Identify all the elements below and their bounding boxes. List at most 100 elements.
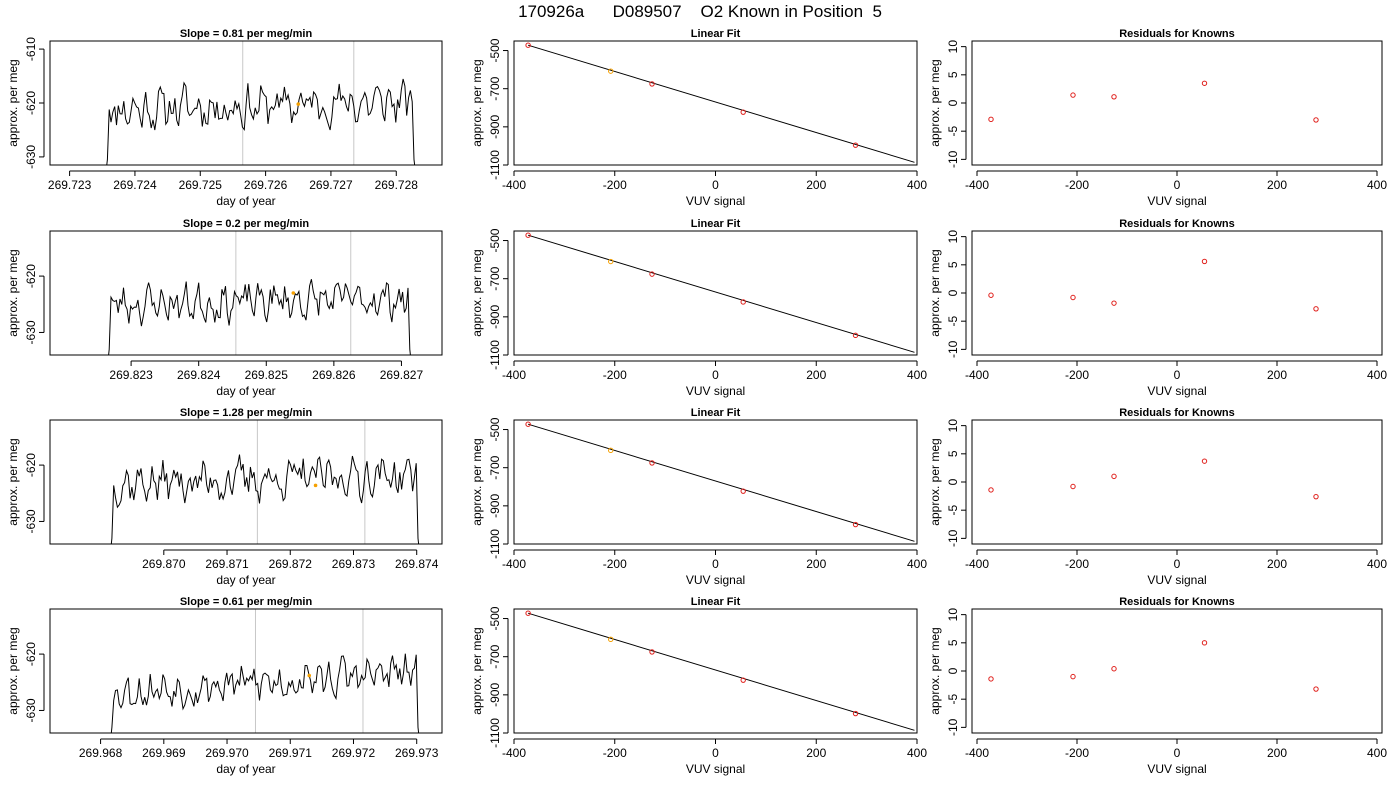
data-point — [852, 521, 859, 528]
x-tick-label: -200 — [1065, 746, 1089, 760]
x-tick-label: 269.870 — [142, 557, 186, 571]
page-title: 170926a D089507 O2 Known in Position 5 — [518, 2, 882, 21]
data-point — [988, 487, 994, 493]
y-tick-label: -1100 — [488, 529, 502, 559]
chart-title: Residuals for Knowns — [1119, 218, 1235, 230]
x-tick-label: 0 — [712, 178, 719, 192]
x-tick-label: -400 — [502, 746, 526, 760]
y-axis-label: approx. per meg — [6, 59, 20, 146]
data-point — [988, 676, 994, 682]
chart-panel-time-series-1: Slope = 0.81 per meg/min 269.723 269.724 26… — [6, 28, 443, 208]
y-tick-label: -700 — [488, 266, 502, 290]
plot-frame — [49, 608, 443, 734]
y-tick-label: 5 — [946, 261, 960, 268]
data-point — [649, 460, 655, 466]
y-tick-label: -630 — [24, 698, 38, 722]
y-tick-label: -700 — [488, 76, 502, 100]
x-tick-label: -400 — [965, 746, 989, 760]
x-tick-label: -400 — [965, 368, 989, 382]
y-tick-label: -620 — [24, 642, 38, 666]
data-point — [988, 292, 994, 298]
x-tick-label: 400 — [907, 746, 927, 760]
x-tick-label: 400 — [907, 368, 927, 382]
chart-title: Slope = 1.28 per meg/min — [180, 407, 313, 419]
data-point — [1070, 673, 1076, 680]
data-point — [1111, 300, 1117, 306]
data-point — [852, 332, 859, 339]
x-tick-label: 400 — [907, 178, 927, 192]
y-axis-label: approx. per meg — [470, 627, 484, 714]
x-tick-label: -400 — [502, 368, 526, 382]
fit-line — [527, 44, 915, 163]
chart-title: Residuals for Knowns — [1119, 28, 1235, 40]
x-tick-label: 269.970 — [205, 746, 249, 760]
chart-title: Slope = 0.61 per meg/min — [180, 596, 313, 608]
x-tick-label: -200 — [1065, 557, 1089, 571]
x-tick-label: 0 — [1174, 178, 1181, 192]
y-tick-label: -500 — [488, 417, 502, 441]
plot-frame — [971, 608, 1383, 734]
x-tick-label: 269.726 — [244, 178, 288, 192]
highlighted-data-point — [608, 447, 614, 454]
x-axis-label: VUV signal — [1147, 762, 1206, 776]
data-point — [1313, 686, 1319, 692]
y-tick-label: -700 — [488, 455, 502, 479]
y-tick-label: -620 — [24, 91, 38, 115]
y-tick-label: -10 — [946, 340, 960, 358]
y-tick-label: -10 — [946, 718, 960, 736]
y-tick-label: -900 — [488, 305, 502, 329]
plot-frame — [971, 230, 1383, 356]
x-tick-label: 269.823 — [109, 368, 153, 382]
data-point — [1313, 306, 1319, 312]
x-tick-label: 269.972 — [332, 746, 376, 760]
x-axis-label: VUV signal — [1147, 384, 1206, 398]
data-point — [525, 42, 531, 48]
y-tick-label: -620 — [24, 264, 38, 288]
highlighted-data-point — [608, 68, 614, 74]
y-axis-label: approx. per meg — [470, 249, 484, 336]
data-point — [1201, 640, 1208, 646]
x-tick-label: 269.724 — [113, 178, 157, 192]
y-tick-label: -10 — [946, 529, 960, 547]
x-tick-label: 269.971 — [269, 746, 313, 760]
y-tick-label: -630 — [24, 145, 38, 169]
y-axis-label: approx. per meg — [928, 249, 942, 336]
data-point — [1111, 473, 1117, 480]
chart-panel-linear-fit-2: Linear Fit -400 -200 0 200 400 VUV signal -500 -… — [470, 218, 927, 398]
x-tick-label: -400 — [502, 178, 526, 192]
y-tick-label: -630 — [24, 320, 38, 344]
y-tick-label: -5 — [946, 126, 960, 137]
x-tick-label: 200 — [1267, 557, 1287, 571]
plot-frame — [49, 419, 443, 545]
data-point — [852, 142, 859, 148]
chart-panel-linear-fit-4: Linear Fit -400 -200 0 200 400 VUV signal -500 -… — [470, 596, 927, 776]
plot-frame — [513, 419, 918, 545]
y-axis-label: approx. per meg — [470, 59, 484, 146]
data-point — [1070, 483, 1076, 490]
data-point — [525, 421, 531, 427]
x-tick-label: 200 — [806, 178, 826, 192]
y-tick-label: 5 — [946, 71, 960, 78]
x-tick-label: 200 — [806, 368, 826, 382]
data-point — [525, 610, 531, 616]
y-axis-label: approx. per meg — [928, 59, 942, 146]
x-tick-label: 269.728 — [375, 178, 419, 192]
data-point — [649, 649, 655, 655]
y-tick-label: 10 — [946, 230, 960, 244]
reference-marker-point — [296, 102, 301, 106]
x-tick-label: 400 — [1367, 368, 1387, 382]
y-tick-label: 5 — [946, 450, 960, 457]
x-tick-label: -400 — [965, 557, 989, 571]
x-tick-label: 200 — [806, 746, 826, 760]
reference-marker-point — [313, 483, 318, 488]
data-point — [525, 232, 531, 238]
x-axis-label: VUV signal — [1147, 573, 1206, 587]
data-point — [740, 677, 746, 683]
x-tick-label: -200 — [1065, 178, 1089, 192]
data-point — [1201, 458, 1208, 464]
y-tick-label: 5 — [946, 639, 960, 646]
x-tick-label: 269.873 — [332, 557, 376, 571]
x-tick-label: 269.826 — [312, 368, 356, 382]
chart-panel-residuals-3: Residuals for Knowns -400 -200 0 200 400 VUV s… — [928, 407, 1387, 587]
